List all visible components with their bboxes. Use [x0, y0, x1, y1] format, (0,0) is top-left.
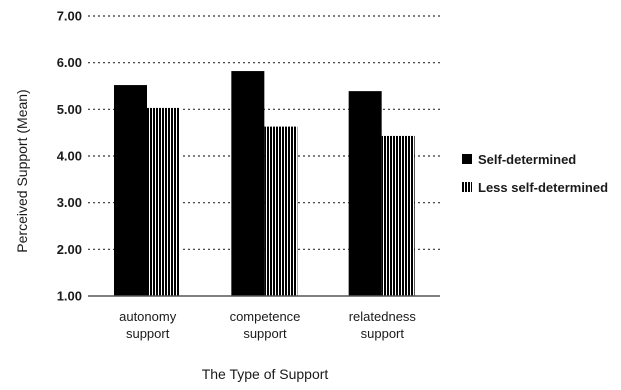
bar-self-determined-1 — [231, 71, 265, 296]
x-category-label: autonomy support — [119, 309, 177, 341]
bar-self-determined-2 — [348, 91, 382, 296]
legend-swatch — [462, 182, 472, 192]
axes: 1.00 2.00 3.00 4.00 5.00 6.00 7.00 autonomy supp… — [57, 9, 440, 341]
legend-label: Self-determined — [478, 152, 576, 167]
x-axis-title: The Type of Support — [202, 366, 329, 382]
bar-less-self-determined-1 — [264, 126, 298, 296]
y-tick-label: 3.00 — [57, 195, 82, 210]
y-tick-label: 6.00 — [57, 55, 82, 70]
category-label-line: competence — [230, 309, 301, 324]
y-tick-label: 1.00 — [57, 289, 82, 304]
bar-self-determined-0 — [114, 85, 147, 296]
bars — [114, 71, 415, 296]
bar-less-self-determined-0 — [147, 107, 180, 296]
category-label-line: autonomy — [119, 309, 177, 324]
y-tick-label: 5.00 — [57, 102, 82, 117]
category-label-line: support — [361, 326, 405, 341]
category-label-line: support — [243, 326, 287, 341]
x-category-label: competence support — [230, 309, 301, 341]
x-category-label: relatedness support — [349, 309, 417, 341]
y-tick-label: 2.00 — [57, 242, 82, 257]
category-label-line: relatedness — [349, 309, 417, 324]
bar-less-self-determined-2 — [381, 135, 415, 296]
legend-label: Less self-determined — [478, 180, 608, 195]
legend: Self-determined Less self-determined — [462, 152, 608, 195]
y-axis-title: Perceived Support (Mean) — [14, 89, 30, 252]
y-tick-label: 7.00 — [57, 9, 82, 24]
y-tick-label: 4.00 — [57, 149, 82, 164]
category-label-line: support — [126, 326, 170, 341]
legend-swatch — [462, 154, 472, 164]
